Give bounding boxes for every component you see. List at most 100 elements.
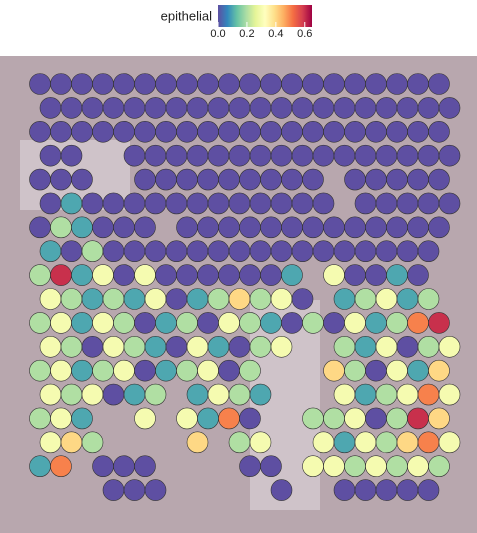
- spot: [386, 407, 408, 430]
- spot: [218, 168, 240, 191]
- colorbar-tick-label: 0.4: [268, 28, 283, 40]
- spot: [144, 288, 167, 310]
- spot: [50, 312, 72, 334]
- spot: [81, 383, 104, 406]
- spot: [333, 479, 356, 501]
- spot: [375, 431, 398, 454]
- spot: [386, 73, 408, 95]
- spot: [39, 335, 62, 358]
- spot: [102, 383, 125, 406]
- spot: [197, 312, 219, 334]
- spot: [50, 455, 72, 478]
- spot: [218, 407, 240, 430]
- spot: [417, 431, 440, 454]
- spot: [333, 97, 356, 119]
- spot: [438, 431, 461, 454]
- spot: [71, 359, 93, 382]
- spot: [92, 216, 114, 239]
- spot: [113, 216, 135, 239]
- spot: [417, 383, 440, 406]
- spot: [197, 168, 219, 191]
- spot: [291, 97, 314, 119]
- spot: [344, 168, 366, 191]
- spot: [396, 288, 419, 310]
- spot: [428, 168, 450, 191]
- spot: [197, 407, 219, 430]
- spot: [396, 192, 419, 215]
- spot: [113, 73, 135, 95]
- spot: [134, 359, 156, 382]
- spot: [239, 407, 261, 430]
- spot: [155, 120, 177, 143]
- spot: [29, 216, 51, 239]
- spot: [176, 407, 198, 430]
- spot: [155, 359, 177, 382]
- spot: [323, 359, 345, 382]
- spot: [207, 288, 230, 310]
- spot: [123, 97, 146, 119]
- spot: [134, 455, 156, 478]
- spot: [365, 216, 387, 239]
- spot: [60, 335, 83, 358]
- spot: [29, 455, 51, 478]
- spot: [186, 192, 209, 215]
- spot: [155, 312, 177, 334]
- spot: [249, 383, 272, 406]
- spot: [144, 192, 167, 215]
- spot: [354, 383, 377, 406]
- spot: [186, 240, 209, 263]
- spot: [302, 455, 324, 478]
- spot: [207, 144, 230, 167]
- spot: [302, 120, 324, 143]
- spot: [81, 431, 104, 454]
- spot: [365, 168, 387, 191]
- spot: [281, 216, 303, 239]
- spot: [323, 407, 345, 430]
- spot: [407, 168, 429, 191]
- spot: [375, 192, 398, 215]
- spot: [386, 312, 408, 334]
- spot: [428, 73, 450, 95]
- spot: [165, 97, 188, 119]
- spot: [29, 359, 51, 382]
- spot: [417, 240, 440, 263]
- spot: [375, 335, 398, 358]
- spot: [207, 383, 230, 406]
- spot: [417, 479, 440, 501]
- spot: [260, 455, 282, 478]
- spot: [228, 144, 251, 167]
- spot: [249, 335, 272, 358]
- spot: [312, 144, 335, 167]
- spot: [71, 73, 93, 95]
- spot: [92, 120, 114, 143]
- spot: [228, 288, 251, 310]
- spot: [123, 240, 146, 263]
- spot: [228, 240, 251, 263]
- spot: [218, 264, 240, 286]
- spot: [197, 359, 219, 382]
- spot: [144, 144, 167, 167]
- spot: [344, 407, 366, 430]
- spot: [312, 431, 335, 454]
- spot: [365, 407, 387, 430]
- spot: [207, 192, 230, 215]
- spot: [312, 240, 335, 263]
- spot: [260, 168, 282, 191]
- spot: [60, 431, 83, 454]
- spot: [207, 97, 230, 119]
- spot: [281, 120, 303, 143]
- spot: [365, 120, 387, 143]
- spot: [270, 97, 293, 119]
- spot: [50, 73, 72, 95]
- spot: [60, 240, 83, 263]
- spot: [386, 216, 408, 239]
- spot: [375, 479, 398, 501]
- spot: [92, 359, 114, 382]
- spot: [39, 240, 62, 263]
- spot: [165, 240, 188, 263]
- spot: [344, 120, 366, 143]
- spot: [39, 383, 62, 406]
- spot: [239, 359, 261, 382]
- spot: [176, 264, 198, 286]
